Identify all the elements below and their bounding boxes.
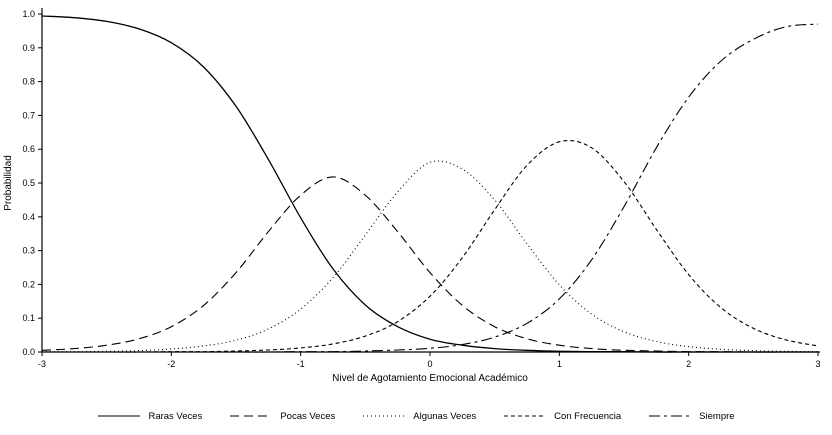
series-line-short-dash (41, 139, 819, 353)
series-line-solid (41, 15, 818, 353)
legend-label: Raras Veces (148, 410, 203, 422)
x-tick-label: 2 (686, 359, 691, 369)
legend-item-algunas-veces: Algunas Veces (362, 411, 476, 422)
x-tick-label: -3 (38, 359, 46, 369)
x-tick-label: -1 (297, 359, 305, 369)
legend-label: Con Frecuencia (554, 410, 622, 422)
y-tick-label: 0.6 (22, 144, 35, 154)
x-tick-label: -2 (167, 359, 175, 369)
y-axis-label: Probabilidad (3, 155, 14, 211)
y-tick-label: 0.0 (22, 347, 35, 357)
y-tick-label: 0.9 (22, 43, 35, 53)
series-line-dotted (42, 160, 819, 353)
x-axis-title: Nivel de Agotamiento Emocional Académico (332, 373, 528, 384)
y-tick-label: 0.2 (22, 279, 35, 289)
legend-line-sample (649, 415, 692, 417)
y-tick-label: 0.8 (22, 77, 35, 87)
legend-line-sample (504, 415, 547, 417)
series-line-long-dash (41, 176, 818, 353)
legend: Raras Veces Pocas Veces Algunas Veces Con F… (0, 400, 832, 432)
chart-canvas: 0.0 0.1 0.2 0.3 0.4 0.5 0.6 0.7 0.8 0.9 1.0 -3 -2 -1 0… (3, 8, 821, 384)
x-tick-label: 0 (427, 359, 432, 369)
series-lines (41, 15, 819, 353)
legend-item-pocas-veces: Pocas Veces (229, 411, 335, 422)
legend-item-con-frecuencia: Con Frecuencia (503, 411, 621, 422)
y-tick-label: 0.4 (22, 212, 35, 222)
legend-label: Siempre (699, 410, 735, 422)
legend-item-siempre: Siempre (648, 410, 735, 422)
series-line-dash-dot (41, 23, 819, 353)
x-tick-label: 1 (557, 359, 562, 369)
legend-line-sample (98, 415, 141, 417)
legend-item-raras-veces: Raras Veces (97, 411, 202, 422)
axes: 0.0 0.1 0.2 0.3 0.4 0.5 0.6 0.7 0.8 0.9 1.0 -3 -2 -1 0… (22, 8, 821, 369)
legend-label: Algunas Veces (413, 410, 477, 422)
x-tick-label: 3 (815, 359, 820, 369)
y-tick-label: 0.3 (22, 246, 35, 256)
y-tick-label: 0.1 (22, 313, 35, 323)
y-tick-label: 0.5 (22, 178, 35, 188)
legend-line-sample (230, 415, 273, 417)
legend-label: Pocas Veces (280, 410, 336, 422)
y-tick-label: 1.0 (22, 9, 35, 19)
y-tick-label: 0.7 (22, 110, 35, 120)
legend-line-sample (363, 415, 406, 417)
